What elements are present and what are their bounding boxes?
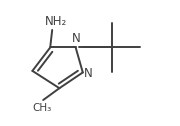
Text: CH₃: CH₃ xyxy=(33,103,52,113)
Text: N: N xyxy=(84,67,93,80)
Text: NH₂: NH₂ xyxy=(45,15,67,28)
Text: N: N xyxy=(72,32,81,45)
